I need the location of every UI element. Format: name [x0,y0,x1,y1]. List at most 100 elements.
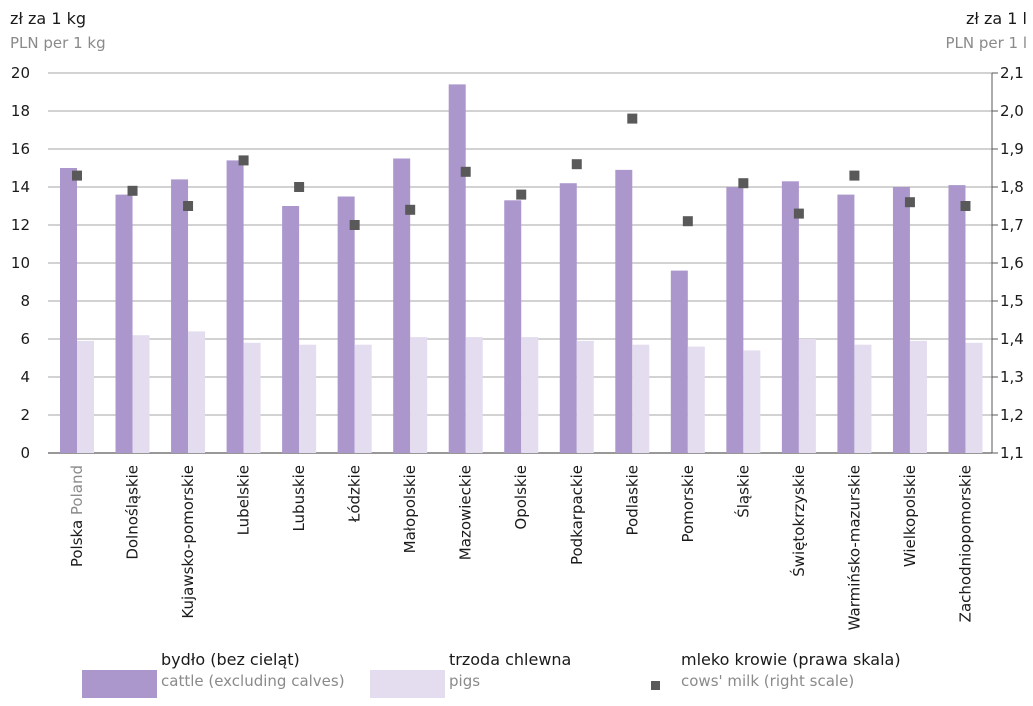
bar-cattle [448,84,466,454]
category-label: Śląskie [733,465,752,518]
marker-milk [405,204,416,215]
category-label: Podlaskie [623,465,641,535]
marker-milk [571,159,582,170]
bar-cattle [837,194,855,453]
right-tick-label: 2,0 [1000,102,1024,120]
bar-pigs [410,337,428,453]
right-tick-label: 1,9 [1000,140,1024,158]
bar-pigs [77,340,94,453]
category-label: Zachodniopomorskie [956,465,974,622]
category-label-pl: Podlaskie [623,465,641,535]
marker-milk [960,201,971,211]
bar-pigs [687,346,705,453]
bar-pigs [798,339,816,453]
category-label: Łódzkie [345,465,363,523]
bar-pigs [465,337,483,453]
category-label-pl: Dolnośląskie [123,465,141,560]
bar-cattle [726,187,744,453]
bar-cattle [226,160,244,453]
category-labels: Polska Poland Dolnośląskie Kujawsko-pomors… [68,465,974,630]
right-axis-unit-en: PLN per 1 l [945,34,1027,52]
bar-pigs [521,337,539,453]
marker-milk [738,178,749,189]
marker-milk [349,220,360,230]
category-label: Lubuskie [290,465,308,532]
left-tick-label: 6 [20,330,30,348]
bar-cattle [781,181,799,454]
bar-pigs [909,340,927,453]
category-label: Warmińsko-mazurskie [845,465,863,630]
bar-pigs [188,331,206,453]
legend: bydło (bez cieląt) cattle (excluding cal… [0,650,1033,706]
bar-pigs [632,344,650,453]
right-tick-label: 1,3 [1000,368,1024,386]
category-label-pl: Pomorskie [678,465,696,543]
milk-markers [72,113,971,230]
bar-cattle [892,187,910,453]
left-tick-label: 2 [20,406,30,424]
left-tick-label: 16 [11,140,30,158]
right-tick-label: 1,7 [1000,216,1024,234]
category-label-pl: Lubuskie [290,465,308,532]
category-label-pl: Lubelskie [234,465,252,535]
left-tick-label: 4 [20,368,30,386]
left-axis-unit-en: PLN per 1 kg [10,34,106,52]
category-label-pl: Wielkopolskie [900,465,918,567]
bar-cattle [60,168,77,453]
bar-pigs [299,344,317,453]
left-tick-label: 18 [11,102,30,120]
category-label: Świętokrzyskie [788,465,807,577]
bar-pigs [132,335,150,453]
legend-swatch-milk [651,681,660,690]
bar-pigs [854,344,872,453]
left-tick-label: 10 [11,254,30,272]
bar-pigs [965,342,983,453]
right-tick-label: 1,6 [1000,254,1024,272]
marker-milk [127,185,138,196]
marker-milk [793,208,804,219]
left-axis-unit-pl: zł za 1 kg [10,9,86,28]
category-label: Mazowieckie [456,465,474,560]
category-label-pl: Podkarpackie [567,465,585,565]
category-label-en: Poland [68,465,86,520]
category-label-pl: Polska [68,520,86,567]
right-tick-label: 1,2 [1000,406,1024,424]
left-tick-label: 12 [11,216,30,234]
category-label: Polska Poland [68,465,86,567]
bar-cattle [115,194,133,453]
legend-swatch-cattle [82,670,157,698]
category-label: Wielkopolskie [900,465,918,567]
marker-milk [238,155,249,166]
legend-label-cattle-en: cattle (excluding calves) [161,672,345,690]
bar-pigs [354,344,372,453]
bar-cattle [615,169,633,453]
bar-cattle [337,196,355,453]
category-label-pl: Łódzkie [345,465,363,523]
marker-milk [849,170,860,181]
category-label: Opolskie [512,465,530,530]
category-label-pl: Opolskie [512,465,530,530]
legend-label-milk-pl: mleko krowie (prawa skala) [681,650,901,669]
right-tick-label: 2,1 [1000,64,1024,82]
category-label: Dolnośląskie [123,465,141,560]
bar-pigs [243,342,261,453]
marker-milk [516,189,527,200]
category-label-pl: Kujawsko-pomorskie [179,465,197,619]
bar-cattle [282,206,300,453]
category-label-pl: Małopolskie [401,465,419,553]
bar-cattle [948,185,966,453]
legend-swatch-pigs [370,670,445,698]
bar-pigs [743,350,761,453]
marker-milk [72,170,82,181]
category-label-pl: Mazowieckie [456,465,474,560]
right-axis-ticks: 1,1 1,2 1,3 1,4 1,5 1,6 1,7 1,8 1,9 2,0 2,1 [991,64,1024,462]
category-label: Kujawsko-pomorskie [179,465,197,619]
legend-label-milk-en: cows' milk (right scale) [681,672,855,690]
left-tick-label: 14 [11,178,30,196]
category-label: Pomorskie [678,465,696,543]
category-label-pl: Świętokrzyskie [788,465,807,577]
legend-label-cattle-pl: bydło (bez cieląt) [161,650,300,669]
bars [60,84,983,454]
bar-pigs [576,340,594,453]
